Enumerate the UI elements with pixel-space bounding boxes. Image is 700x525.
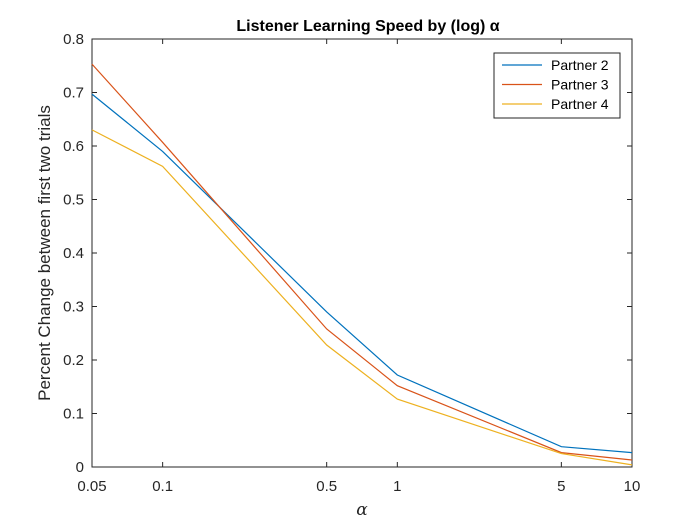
y-tick-label: 0: [76, 459, 84, 476]
x-tick-label: 1: [393, 478, 401, 495]
y-tick-label: 0.5: [63, 192, 84, 209]
chart-title: Listener Learning Speed by (log) α: [236, 18, 499, 35]
series-line-partner-3: [91, 63, 633, 461]
legend-label: Partner 4: [551, 96, 609, 112]
y-tick-label: 0.2: [63, 352, 84, 369]
y-tick-label: 0.1: [63, 406, 84, 423]
y-axis-label: Percent Change between first two trials: [35, 105, 54, 401]
y-tick-label: 0.6: [63, 138, 84, 155]
legend-label: Partner 2: [551, 57, 609, 73]
x-tick-label: 5: [557, 478, 565, 495]
series-line-partner-4: [91, 129, 633, 466]
x-axis-label: α: [356, 500, 368, 520]
series-line-partner-2: [91, 93, 633, 454]
series-group: [91, 63, 633, 466]
y-axis: 0 0.1 0.2 0.3 0.4 0.5 0.6 0.7 0.8: [63, 31, 632, 476]
legend-label: Partner 3: [551, 77, 609, 93]
x-tick-label: 0.05: [77, 478, 106, 495]
y-tick-label: 0.7: [63, 85, 84, 102]
legend-box: [493, 52, 621, 119]
x-tick-label: 0.5: [316, 478, 337, 495]
y-tick-label: 0.8: [63, 31, 84, 48]
x-axis: 0.05 0.1 0.5 1 5 10: [77, 39, 640, 495]
x-tick-label: 0.1: [152, 478, 173, 495]
legend: Partner 2 Partner 3 Partner 4: [493, 52, 621, 119]
y-tick-label: 0.4: [63, 245, 84, 262]
x-tick-label: 10: [624, 478, 641, 495]
y-tick-label: 0.3: [63, 299, 84, 316]
